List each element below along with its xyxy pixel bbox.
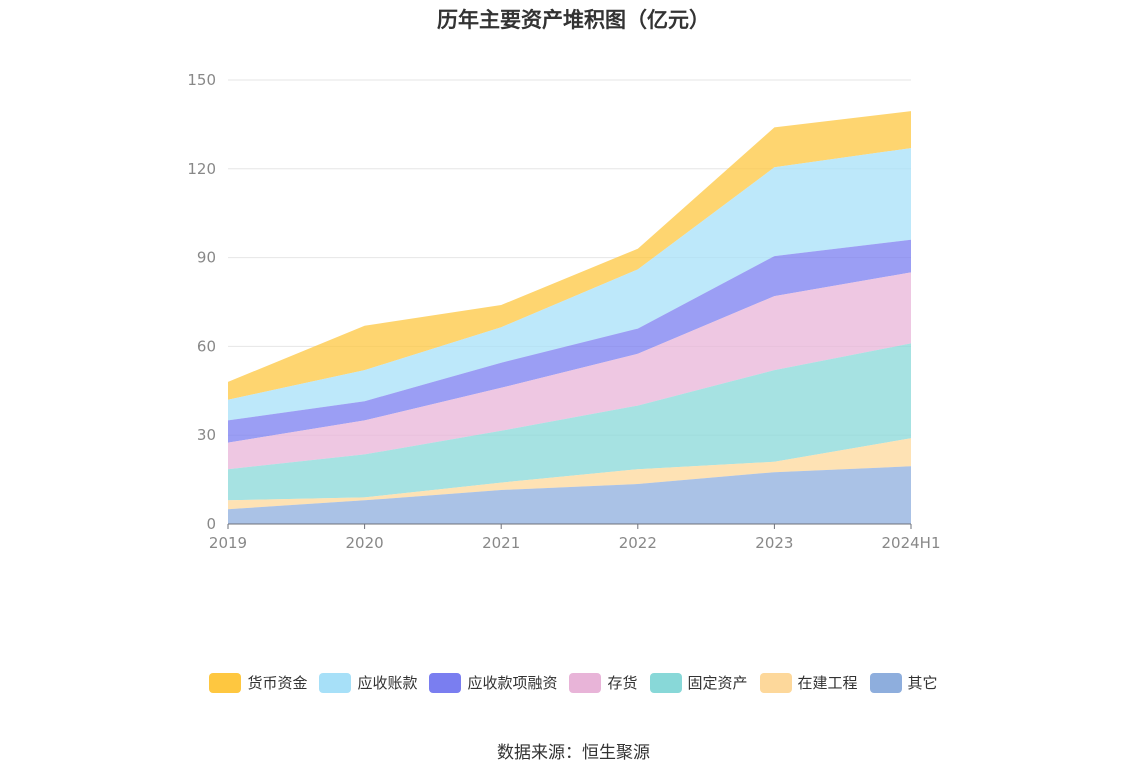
area-应收款项融资 <box>228 239 911 443</box>
y-tick-label: 30 <box>197 426 216 444</box>
legend-label: 应收款项融资 <box>467 674 558 692</box>
x-tick-label: 2024H1 <box>882 534 941 552</box>
legend-swatch <box>869 672 902 693</box>
legend-label: 固定资产 <box>687 674 748 692</box>
series-areas <box>228 111 911 524</box>
legend-swatch <box>569 672 602 693</box>
x-axis <box>227 523 912 529</box>
y-tick-labels: 0 30 60 90 120 150 <box>187 71 216 533</box>
x-tick-label: 2021 <box>482 534 520 552</box>
legend-label: 其它 <box>907 674 938 692</box>
y-tick-label: 60 <box>197 337 216 355</box>
x-tick-label: 2023 <box>755 534 793 552</box>
area-存货 <box>228 272 911 470</box>
legend-item[interactable]: 应收款项融资 <box>429 672 557 693</box>
legend-item[interactable]: 在建工程 <box>759 672 858 693</box>
legend-item[interactable]: 固定资产 <box>649 672 748 693</box>
y-tick-label: 120 <box>187 160 216 178</box>
legend-item[interactable]: 存货 <box>569 672 638 693</box>
area-货币资金 <box>228 111 911 400</box>
area-应收账款 <box>228 148 911 421</box>
legend-swatch <box>429 672 462 693</box>
x-tick-labels: 2019 2020 2021 2022 2023 2024H1 <box>209 534 941 552</box>
y-tick-label: 90 <box>197 249 216 267</box>
x-tick-label: 2019 <box>209 534 247 552</box>
legend-label: 货币资金 <box>247 674 308 692</box>
legend-swatch <box>759 672 792 693</box>
area-其它 <box>228 466 911 524</box>
legend-item[interactable]: 货币资金 <box>209 672 307 693</box>
legend-swatch <box>649 672 682 693</box>
legend-swatch <box>209 672 242 693</box>
y-tick-label: 0 <box>206 515 216 533</box>
chart-title: 历年主要资产堆积图（亿元） <box>437 8 710 32</box>
area-在建工程 <box>228 438 911 510</box>
legend-label: 存货 <box>607 674 638 692</box>
legend-label: 应收账款 <box>357 674 418 692</box>
x-tick-label: 2022 <box>619 534 657 552</box>
legend-label: 在建工程 <box>797 674 858 692</box>
legend: 货币资金 应收账款 应收款项融资 存货 固定资产 在建工程 其它 <box>0 672 1147 693</box>
source-note: 数据来源：恒生聚源 <box>497 743 650 763</box>
legend-swatch <box>319 672 352 693</box>
area-固定资产 <box>228 343 911 501</box>
legend-item[interactable]: 应收账款 <box>319 672 417 693</box>
legend-item[interactable]: 其它 <box>869 672 938 693</box>
y-tick-label: 150 <box>187 71 216 89</box>
x-tick-label: 2020 <box>346 534 384 552</box>
